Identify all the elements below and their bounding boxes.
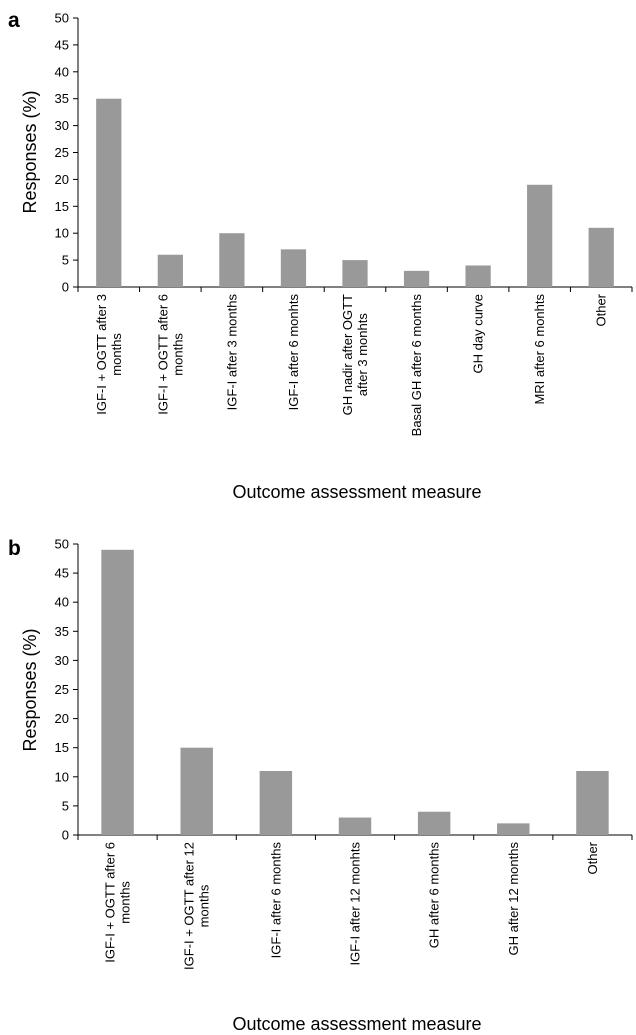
chart-a-category-label-line: IGF-I after 6 monhts [286, 294, 301, 411]
chart-a-category-label: IGF-I + OGTT after 3months [94, 294, 124, 415]
chart-b-category-label: GH after 6 months [427, 842, 442, 949]
chart-b-y-tick-label: 40 [55, 595, 69, 610]
chart-a-y-tick-label: 20 [55, 172, 69, 187]
chart-b-y-tick-label: 5 [62, 798, 69, 813]
chart-a-category-label-line: IGF-I after 3 months [224, 294, 239, 411]
chart-b-bar [180, 747, 213, 835]
chart-a-category-label: MRI after 6 monhts [532, 294, 547, 405]
chart-a-bar [588, 227, 614, 287]
chart-b-category-label: IGF-I after 12 monhts [348, 842, 363, 966]
chart-a-category-label: Basal GH after 6 months [409, 294, 424, 437]
chart-a-y-tick-label: 45 [55, 37, 69, 52]
chart-a-category-label-line: IGF-I + OGTT after 6 [155, 294, 170, 415]
chart-b-category-label: IGF-I after 6 months [268, 842, 283, 959]
chart-a-y-tick-label: 10 [55, 226, 69, 241]
chart-b-y-tick-label: 30 [55, 653, 69, 668]
chart-a-category-label-line: GH nadir after OGTT [340, 294, 355, 415]
chart-a-y-tick-label: 15 [55, 199, 69, 214]
chart-b-category-label-line: months [118, 881, 133, 924]
chart-b-category-label-line: GH after 12 months [506, 842, 521, 956]
chart-a-y-tick-label: 25 [55, 145, 69, 160]
chart-b-category-label: Other [585, 841, 600, 874]
chart-b-y-tick-label: 35 [55, 624, 69, 639]
chart-a-bar [96, 98, 122, 287]
chart-a-category-label: IGF-I + OGTT after 6months [155, 294, 185, 415]
chart-b-category-label-line: IGF-I + OGTT after 12 [182, 842, 197, 970]
chart-a-bar [527, 184, 553, 287]
chart-a-bar [342, 260, 368, 287]
chart-b-y-tick-label: 20 [55, 711, 69, 726]
chart-b-category-label: IGF-I + OGTT after 12months [182, 842, 212, 970]
chart-a: a 0 5 10 15 20 25 30 35 40 45 50 IGF-I + OGTT after … [8, 9, 633, 502]
chart-b-y-tick-label: 15 [55, 740, 69, 755]
chart-a-category-label: GH day curve [471, 294, 486, 373]
chart-a-bar [465, 265, 491, 287]
chart-a-bar [157, 254, 183, 287]
chart-a-bar [280, 249, 307, 287]
chart-a-y-tick-label: 50 [55, 11, 69, 26]
chart-b-bar [576, 770, 609, 835]
chart-b-bar [497, 823, 530, 835]
chart-a-y-tick-label: 40 [55, 64, 69, 79]
chart-a-category-label: GH nadir after OGTTafter 3 monhts [340, 294, 370, 415]
chart-b-panel-label: b [8, 537, 21, 560]
chart-b-x-axis-title: Outcome assessment measure [232, 1014, 481, 1034]
chart-a-bar [403, 270, 430, 287]
chart-b-y-tick-label: 0 [62, 828, 69, 843]
chart-b-y-tick-label: 50 [55, 537, 69, 552]
chart-b-category-label-line: GH after 6 months [427, 842, 442, 949]
chart-b-category-label-line: Other [585, 841, 600, 874]
chart-b-bar [338, 817, 372, 835]
chart-b-category-label: GH after 12 months [506, 842, 521, 956]
chart-b: b 0 5 10 15 20 25 30 35 40 45 50 IGF-I + OGTT after … [8, 537, 633, 1034]
chart-a-category-label: IGF-I after 6 monhts [286, 294, 301, 411]
chart-a-category-label-line: IGF-I + OGTT after 3 [94, 294, 109, 415]
chart-b-y-tick-label: 45 [55, 566, 69, 581]
chart-b-category-label-line: IGF-I after 6 months [268, 842, 283, 959]
chart-a-category-label-line: Other [594, 293, 609, 326]
chart-a-category-label-line: months [109, 333, 124, 376]
chart-a-category-label: Other [594, 293, 609, 326]
chart-b-bar [101, 549, 134, 835]
chart-a-category-label: IGF-I after 3 months [224, 294, 239, 411]
chart-b-bar [417, 811, 451, 835]
chart-a-category-label-line: MRI after 6 monhts [532, 294, 547, 405]
chart-a-y-tick-label: 30 [55, 118, 69, 133]
chart-b-y-axis-title: Responses (%) [20, 628, 40, 751]
chart-a-y-tick-label: 5 [62, 253, 69, 268]
chart-a-category-label-line: after 3 monhts [355, 313, 370, 397]
chart-a-category-label-line: Basal GH after 6 months [409, 294, 424, 437]
chart-a-panel-label: a [8, 9, 20, 32]
chart-b-category-label-line: IGF-I + OGTT after 6 [103, 842, 118, 963]
chart-a-y-tick-label: 35 [55, 91, 69, 106]
chart-b-bar [259, 770, 293, 835]
chart-b-category-label: IGF-I + OGTT after 6months [103, 842, 133, 963]
chart-a-category-label-line: GH day curve [471, 294, 486, 373]
chart-a-y-axis-title: Responses (%) [20, 90, 40, 213]
chart-a-category-label-line: months [170, 333, 185, 376]
chart-b-category-label-line: IGF-I after 12 monhts [348, 842, 363, 966]
chart-b-y-tick-label: 25 [55, 682, 69, 697]
chart-a-y-tick-label: 0 [62, 280, 69, 295]
chart-b-y-tick-label: 10 [55, 769, 69, 784]
chart-a-bar [219, 233, 245, 287]
chart-a-x-axis-title: Outcome assessment measure [232, 482, 481, 502]
chart-b-category-label-line: months [197, 884, 212, 927]
